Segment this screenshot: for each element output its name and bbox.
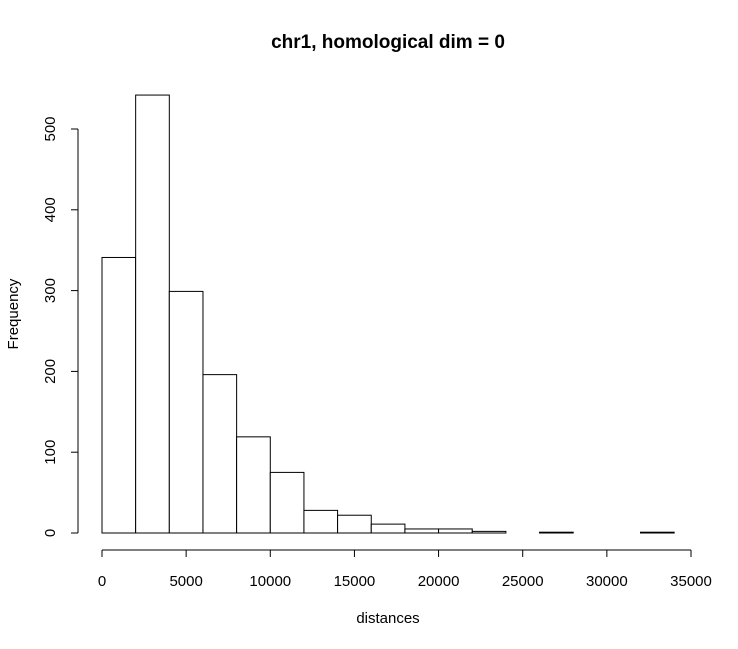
y-tick-label: 0 (42, 529, 59, 537)
y-axis: 0 100 200 300 400 500 (42, 116, 79, 537)
chart-title: chr1, homological dim = 0 (271, 32, 505, 53)
histogram-bar (101, 256, 137, 534)
histogram-bar (640, 531, 675, 534)
histogram-bar (404, 528, 440, 534)
y-tick-label: 200 (42, 359, 59, 384)
histogram-bar (337, 514, 372, 534)
x-tick-label: 30000 (586, 573, 628, 590)
x-axis-label: distances (356, 610, 419, 627)
histogram-bar (135, 94, 170, 534)
histogram-bar (269, 471, 305, 534)
x-tick-label: 0 (98, 573, 106, 590)
bars-group (101, 94, 675, 534)
x-tick-label: 10000 (249, 573, 291, 590)
histogram-bar (471, 530, 507, 534)
y-tick-label: 500 (42, 116, 59, 141)
y-tick-label: 300 (42, 278, 59, 303)
y-tick-label: 100 (42, 440, 59, 465)
x-tick-label: 5000 (169, 573, 202, 590)
histogram-bar (303, 509, 339, 534)
x-tick-label: 15000 (334, 573, 376, 590)
histogram-bar (438, 528, 473, 534)
x-axis: 0 5000 10000 15000 20000 25000 30000 35000 (98, 549, 712, 590)
y-tick-label: 400 (42, 197, 59, 222)
x-tick-label: 35000 (670, 573, 712, 590)
histogram-bar (539, 531, 574, 534)
histogram-bar (202, 374, 238, 534)
y-axis-label: Frequency (5, 278, 22, 349)
histogram-bar (236, 436, 271, 534)
histogram-bar (370, 523, 406, 534)
x-tick-label: 25000 (502, 573, 544, 590)
histogram-bar (168, 290, 204, 534)
x-tick-label: 20000 (418, 573, 460, 590)
